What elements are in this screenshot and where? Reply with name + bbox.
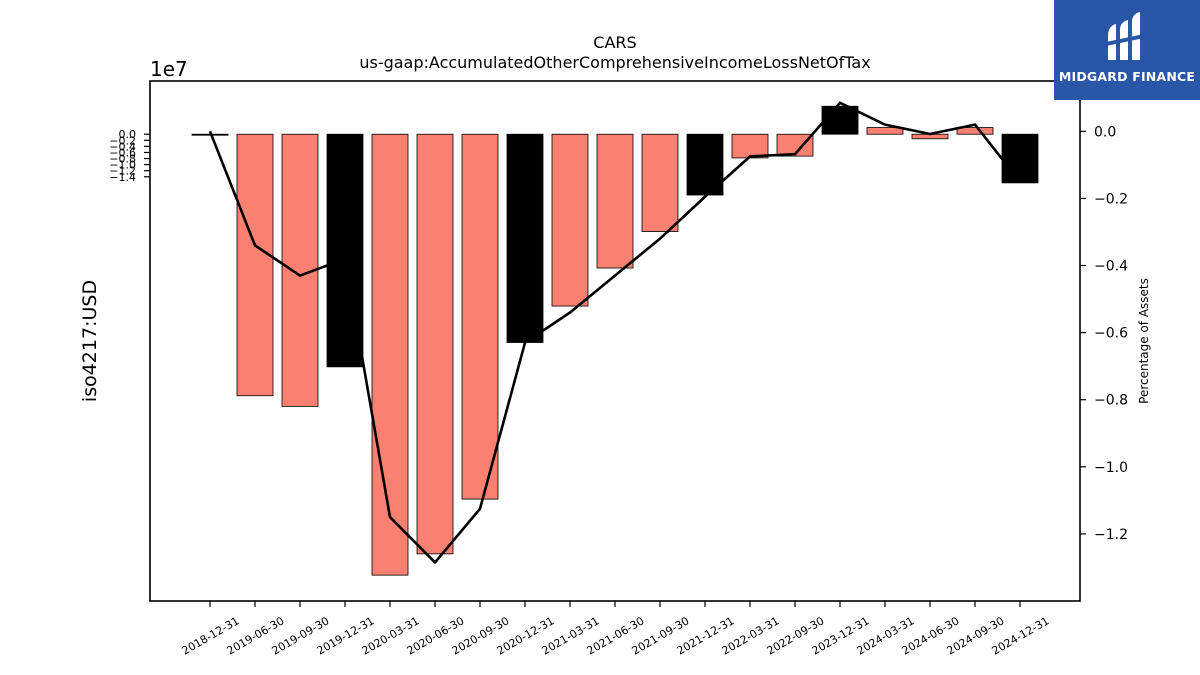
y2-tick-label: 0.0 xyxy=(1094,124,1116,140)
bar-2023-12-31 xyxy=(821,105,859,135)
chart-title: CARS xyxy=(593,33,636,52)
bar-2020-12-31 xyxy=(506,133,544,343)
y-tick-label: −1.4 xyxy=(109,171,136,184)
y2-tick-label: −0.2 xyxy=(1094,191,1128,207)
bar-2019-06-30 xyxy=(236,133,274,397)
y2-tick-label: −0.4 xyxy=(1094,259,1128,275)
y2-tick-label: −1.0 xyxy=(1094,460,1128,476)
midgard-logo-icon xyxy=(1106,12,1144,60)
midgard-finance-logo: MIDGARD FINANCE xyxy=(1054,0,1200,100)
y-tick-label: 0.0 xyxy=(119,128,137,141)
y2-axis-label: Percentage of Assets xyxy=(1137,278,1151,404)
y2-tick-label: −0.8 xyxy=(1094,393,1128,409)
bar-2024-03-31 xyxy=(866,127,904,135)
logo-text: MIDGARD FINANCE xyxy=(1058,69,1196,84)
y-axis-label: iso4217:USD xyxy=(79,280,101,402)
bar-2020-03-31 xyxy=(371,133,409,576)
bar-2021-09-30 xyxy=(641,133,679,232)
bar-2020-06-30 xyxy=(416,133,454,555)
chart-subtitle: us-gaap:AccumulatedOtherComprehensiveInc… xyxy=(359,53,870,72)
y-tick-label: −1.0 xyxy=(109,159,136,172)
bar-2024-12-31 xyxy=(1001,133,1039,184)
y-tick-label: −0.8 xyxy=(109,153,136,166)
y-tick-label: −1.2 xyxy=(109,165,136,178)
bar-2022-03-31 xyxy=(731,133,769,159)
y2-tick-label: −0.6 xyxy=(1094,326,1128,342)
y-tick-label: −0.4 xyxy=(109,140,136,153)
bar-2024-09-30 xyxy=(956,127,994,135)
y-offset-label: 1e7 xyxy=(150,57,188,81)
y-tick-label: −0.2 xyxy=(109,134,136,147)
y2-tick-label: −1.2 xyxy=(1094,527,1128,543)
bar-2021-03-31 xyxy=(551,133,589,307)
y-tick-label: −0.6 xyxy=(109,146,136,159)
bar-2020-09-30 xyxy=(461,133,499,500)
bar-2022-09-30 xyxy=(776,133,814,157)
bar-2021-06-30 xyxy=(596,133,634,269)
